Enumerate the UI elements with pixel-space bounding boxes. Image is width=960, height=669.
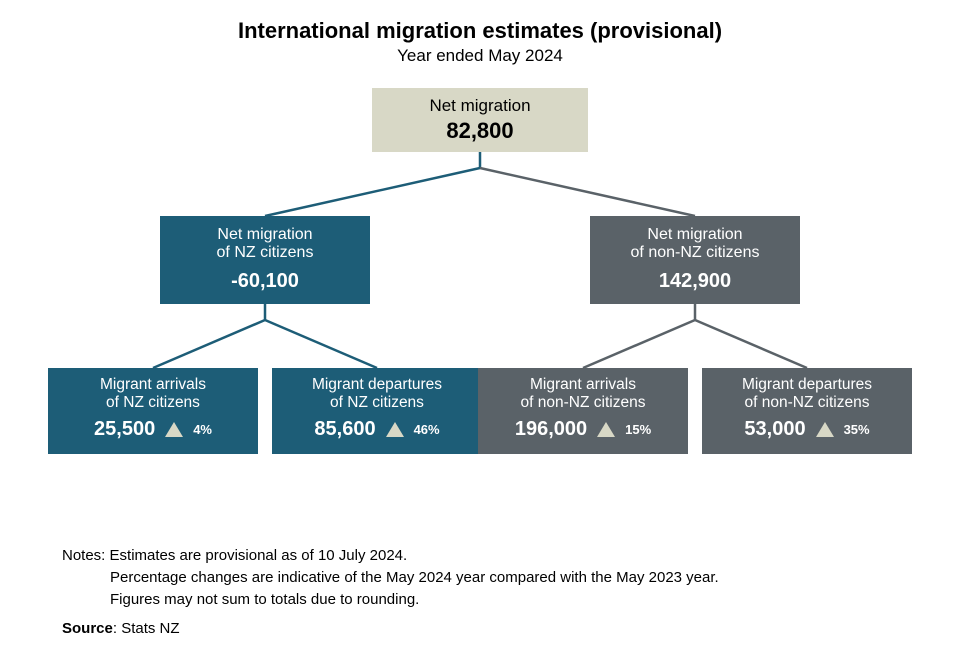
notes-block: Notes: Estimates are provisional as of 1… (62, 545, 719, 610)
node-label: Net migration (372, 96, 588, 116)
node-label-line1: Migrant arrivals (48, 376, 258, 394)
notes-line-2: Percentage changes are indicative of the… (62, 567, 719, 589)
node-non-nz-citizens: Net migration of non-NZ citizens 142,900 (590, 216, 800, 304)
node-pct: 46% (414, 422, 440, 437)
notes-line-1: Estimates are provisional as of 10 July … (110, 547, 408, 564)
node-label-line1: Net migration (160, 226, 370, 244)
node-label-line1: Net migration (590, 226, 800, 244)
node-value: 82,800 (372, 118, 588, 144)
node-arrivals-non-nz: Migrant arrivals of non-NZ citizens 196,… (478, 368, 688, 454)
node-label-line2: of NZ citizens (48, 394, 258, 412)
node-value: 25,500 (94, 418, 155, 441)
up-triangle-icon (597, 422, 615, 437)
node-label-line2: of non-NZ citizens (478, 394, 688, 412)
up-triangle-icon (386, 422, 404, 437)
node-value: -60,100 (160, 270, 370, 293)
node-pct: 35% (844, 422, 870, 437)
node-pct: 4% (193, 422, 212, 437)
source-label: Source (62, 620, 113, 637)
node-departures-non-nz: Migrant departures of non-NZ citizens 53… (702, 368, 912, 454)
source-block: Source: Stats NZ (62, 620, 180, 637)
node-label-line2: of NZ citizens (160, 244, 370, 262)
node-label-line1: Migrant departures (272, 376, 482, 394)
node-label-line1: Migrant departures (702, 376, 912, 394)
node-nz-citizens: Net migration of NZ citizens -60,100 (160, 216, 370, 304)
notes-label: Notes: (62, 547, 105, 564)
chart-subtitle: Year ended May 2024 (0, 46, 960, 66)
up-triangle-icon (165, 422, 183, 437)
node-label-line2: of non-NZ citizens (590, 244, 800, 262)
node-label-line1: Migrant arrivals (478, 376, 688, 394)
notes-line-3: Figures may not sum to totals due to rou… (62, 589, 719, 611)
node-net-migration: Net migration 82,800 (372, 88, 588, 152)
node-departures-nz: Migrant departures of NZ citizens 85,600… (272, 368, 482, 454)
tree-diagram: Net migration 82,800 Net migration of NZ… (0, 76, 960, 526)
node-pct: 15% (625, 422, 651, 437)
node-value: 196,000 (515, 418, 587, 441)
node-value: 142,900 (590, 270, 800, 293)
source-value: Stats NZ (121, 620, 179, 637)
node-label-line2: of non-NZ citizens (702, 394, 912, 412)
node-arrivals-nz: Migrant arrivals of NZ citizens 25,500 4… (48, 368, 258, 454)
node-label-line2: of NZ citizens (272, 394, 482, 412)
chart-title: International migration estimates (provi… (0, 18, 960, 44)
up-triangle-icon (816, 422, 834, 437)
node-value: 53,000 (744, 418, 805, 441)
node-value: 85,600 (314, 418, 375, 441)
